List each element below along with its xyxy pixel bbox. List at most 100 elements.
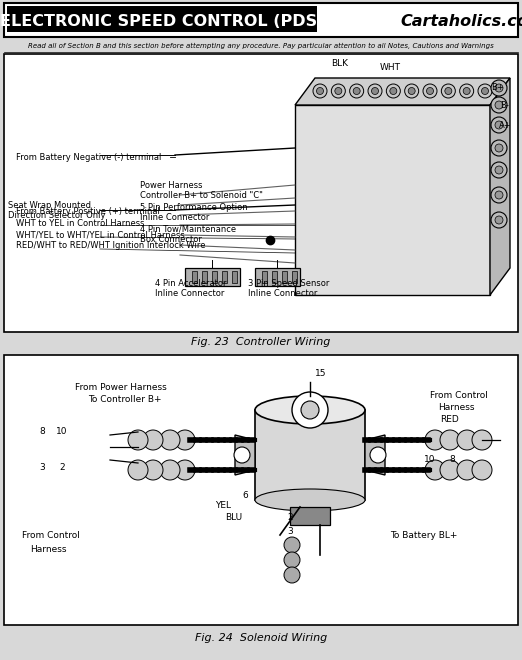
Text: 4 Pin Tow/Maintenance: 4 Pin Tow/Maintenance xyxy=(140,224,236,234)
Circle shape xyxy=(463,88,470,94)
Circle shape xyxy=(423,84,437,98)
Circle shape xyxy=(457,430,477,450)
Text: RED: RED xyxy=(440,416,459,424)
Text: Inline Connector: Inline Connector xyxy=(248,290,317,298)
Text: Harness: Harness xyxy=(30,544,66,554)
Circle shape xyxy=(128,430,148,450)
Text: B+: B+ xyxy=(492,84,504,92)
Circle shape xyxy=(160,460,180,480)
Text: From Control: From Control xyxy=(22,531,80,541)
Circle shape xyxy=(440,430,460,450)
Circle shape xyxy=(425,460,445,480)
Text: BLK: BLK xyxy=(331,59,349,67)
Circle shape xyxy=(472,460,492,480)
Circle shape xyxy=(495,216,503,224)
Circle shape xyxy=(284,552,300,568)
Text: 8: 8 xyxy=(39,428,45,436)
Circle shape xyxy=(491,212,507,228)
Text: 3: 3 xyxy=(287,527,293,537)
Circle shape xyxy=(284,537,300,553)
Circle shape xyxy=(234,447,250,463)
Text: RED/WHT to RED/WHT Ignition Interlock Wire: RED/WHT to RED/WHT Ignition Interlock Wi… xyxy=(16,242,206,251)
Circle shape xyxy=(426,88,433,94)
Bar xyxy=(7,6,317,32)
Text: 2: 2 xyxy=(287,513,293,523)
Polygon shape xyxy=(490,78,510,295)
Bar xyxy=(4,355,518,625)
Circle shape xyxy=(372,88,378,94)
Circle shape xyxy=(292,392,328,428)
Bar xyxy=(255,410,365,500)
Text: BLU: BLU xyxy=(225,513,242,523)
Circle shape xyxy=(491,162,507,178)
Ellipse shape xyxy=(255,396,365,424)
Text: To Battery BL+: To Battery BL+ xyxy=(390,531,457,539)
Bar xyxy=(232,271,237,283)
Text: Fig. 24  Solenoid Wiring: Fig. 24 Solenoid Wiring xyxy=(195,633,327,643)
Bar xyxy=(290,507,330,525)
Circle shape xyxy=(316,88,324,94)
Circle shape xyxy=(478,84,492,98)
Circle shape xyxy=(495,191,503,199)
Circle shape xyxy=(405,84,419,98)
Bar xyxy=(255,268,300,286)
Ellipse shape xyxy=(255,489,365,511)
Text: 15: 15 xyxy=(315,368,326,378)
Circle shape xyxy=(445,88,452,94)
Circle shape xyxy=(128,460,148,480)
Text: WHT to YEL in Control Harness: WHT to YEL in Control Harness xyxy=(16,220,145,228)
Text: WHT: WHT xyxy=(379,63,400,73)
Text: Cartaholics.com: Cartaholics.com xyxy=(400,15,522,30)
Bar xyxy=(202,271,207,283)
Text: Read all of Section B and this section before attempting any procedure. Pay part: Read all of Section B and this section b… xyxy=(28,43,494,49)
Text: Direction Selector Only: Direction Selector Only xyxy=(8,211,105,220)
Circle shape xyxy=(495,101,503,109)
Circle shape xyxy=(491,117,507,133)
Circle shape xyxy=(440,460,460,480)
Bar xyxy=(4,3,518,37)
Circle shape xyxy=(368,84,382,98)
Circle shape xyxy=(491,80,507,96)
Circle shape xyxy=(491,97,507,113)
Circle shape xyxy=(495,166,503,174)
Text: 10: 10 xyxy=(424,455,436,465)
Text: Inline Connector: Inline Connector xyxy=(155,290,224,298)
Text: 8: 8 xyxy=(449,455,455,465)
Text: From Battery Positive (+) terminal: From Battery Positive (+) terminal xyxy=(16,207,160,216)
Text: 2: 2 xyxy=(59,463,65,473)
Text: Fig. 23  Controller Wiring: Fig. 23 Controller Wiring xyxy=(191,337,331,347)
Circle shape xyxy=(495,84,503,92)
Text: Seat Wrap Mounted: Seat Wrap Mounted xyxy=(8,201,91,209)
Bar xyxy=(222,271,227,283)
Text: 4 Pin Accelerator: 4 Pin Accelerator xyxy=(155,279,227,288)
Circle shape xyxy=(335,88,342,94)
Bar xyxy=(292,271,297,283)
Text: Harness: Harness xyxy=(438,403,474,412)
Circle shape xyxy=(408,88,415,94)
Circle shape xyxy=(425,430,445,450)
Text: Inline Connector: Inline Connector xyxy=(140,213,209,222)
Circle shape xyxy=(481,88,489,94)
Text: 5 Pin Performance Option: 5 Pin Performance Option xyxy=(140,203,247,211)
Circle shape xyxy=(353,88,360,94)
Text: Power Harness: Power Harness xyxy=(140,180,203,189)
Circle shape xyxy=(331,84,346,98)
Circle shape xyxy=(390,88,397,94)
Polygon shape xyxy=(295,78,510,105)
Circle shape xyxy=(284,567,300,583)
Circle shape xyxy=(143,430,163,450)
Polygon shape xyxy=(365,435,385,475)
Circle shape xyxy=(491,140,507,156)
Bar xyxy=(272,271,277,283)
Text: 3 Pin Speed Sensor: 3 Pin Speed Sensor xyxy=(248,279,329,288)
Bar xyxy=(185,268,240,286)
Text: Controller B+ to Solenoid "C": Controller B+ to Solenoid "C" xyxy=(140,191,263,201)
Circle shape xyxy=(301,401,319,419)
Circle shape xyxy=(386,84,400,98)
Text: From Power Harness: From Power Harness xyxy=(75,383,167,393)
Text: Box Connector: Box Connector xyxy=(140,236,202,244)
Polygon shape xyxy=(235,435,255,475)
Circle shape xyxy=(175,460,195,480)
Bar xyxy=(262,271,267,283)
Text: 6: 6 xyxy=(242,490,248,500)
